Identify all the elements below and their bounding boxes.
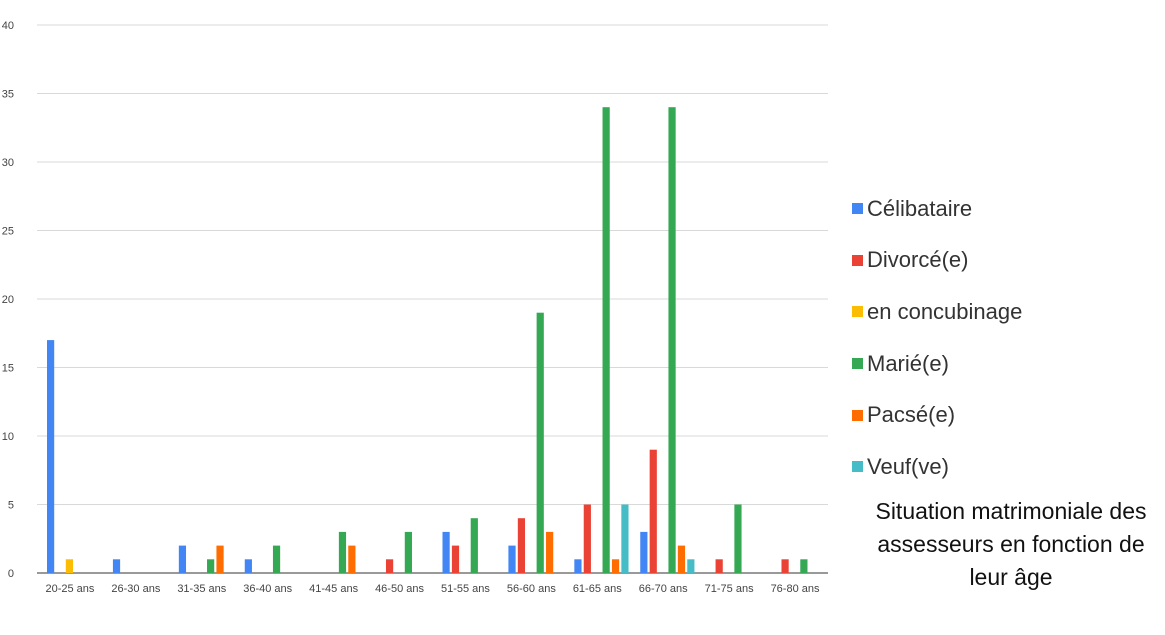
bar <box>65 559 73 573</box>
bars <box>47 107 808 573</box>
bar <box>621 504 629 573</box>
bar <box>640 531 648 573</box>
legend-swatch <box>852 306 863 318</box>
bar <box>687 559 695 573</box>
x-tick-label: 66-70 ans <box>639 583 688 595</box>
y-tick-label: 0 <box>8 568 14 580</box>
bar <box>546 531 554 573</box>
bar <box>611 559 620 573</box>
y-tick-label: 35 <box>2 89 14 101</box>
y-tick-label: 5 <box>8 500 14 512</box>
x-tick-label: 56-60 ans <box>507 583 556 595</box>
y-tick-label: 20 <box>2 294 14 306</box>
bar <box>668 107 676 573</box>
legend-item-divorce: Divorcé(e) <box>852 235 1022 287</box>
x-tick-label: 51-55 ans <box>441 583 490 595</box>
bar <box>47 340 55 573</box>
bar <box>451 545 460 573</box>
x-tick-label: 76-80 ans <box>771 583 820 595</box>
bar <box>536 312 544 573</box>
legend-swatch <box>852 254 863 266</box>
bar <box>574 559 582 573</box>
bar <box>112 559 121 573</box>
legend-label: en concubinage <box>867 298 1023 324</box>
x-tick-label: 31-35 ans <box>177 583 226 595</box>
bar <box>508 545 516 573</box>
x-tick-label: 61-65 ans <box>573 583 622 595</box>
legend-swatch <box>852 461 863 473</box>
y-tick-label: 40 <box>2 20 14 32</box>
legend-label: Marié(e) <box>867 350 949 376</box>
y-tick-label: 10 <box>2 431 14 443</box>
x-tick-label: 46-50 ans <box>375 583 424 595</box>
bar <box>715 559 723 573</box>
bar <box>244 559 252 573</box>
legend-swatch <box>852 409 863 421</box>
bar <box>517 518 526 573</box>
y-tick-label: 15 <box>2 363 14 375</box>
y-tick-label: 30 <box>2 157 14 169</box>
legend-label: Veuf(ve) <box>867 453 949 479</box>
bar <box>178 545 187 573</box>
x-axis-ticks: 20-25 ans 26-30 ans 31-35 ans 36-40 ans 41-4… <box>45 583 820 595</box>
bar <box>602 107 610 573</box>
y-tick-label: 25 <box>2 226 14 238</box>
bar-chart: 0 5 10 15 20 25 30 35 40 20-25 ans 26-30 ans 31-35… <box>2 20 828 595</box>
bar <box>649 449 657 573</box>
legend-item-concubinage: en concubinage <box>852 286 1022 338</box>
legend-swatch <box>852 203 863 215</box>
legend-item-marie: Marié(e) <box>852 338 1022 390</box>
bar <box>781 559 789 573</box>
gridlines <box>37 24 828 574</box>
legend-label: Célibataire <box>867 195 973 221</box>
chart-title: Situation matrimoniale des assesseurs en… <box>875 498 1147 590</box>
bar <box>677 545 686 573</box>
legend: Célibataire Divorcé(e) en concubinage Ma… <box>852 183 1022 493</box>
legend-label: Divorcé(e) <box>867 247 969 273</box>
bar <box>216 545 224 573</box>
legend-swatch <box>852 358 863 370</box>
bar <box>404 531 412 573</box>
bar <box>800 559 808 573</box>
bar <box>470 518 478 573</box>
x-tick-label: 20-25 ans <box>45 583 94 595</box>
x-tick-label: 36-40 ans <box>243 583 292 595</box>
legend-item-pacse: Pacsé(e) <box>852 389 1022 441</box>
bar <box>348 545 356 573</box>
x-tick-label: 71-75 ans <box>705 583 754 595</box>
bar <box>583 504 591 573</box>
bar <box>734 504 742 573</box>
x-tick-label: 26-30 ans <box>111 583 160 595</box>
bar <box>385 559 394 573</box>
y-axis-ticks: 0 5 10 15 20 25 30 35 40 <box>2 20 14 580</box>
bar <box>442 531 450 573</box>
legend-item-celibataire: Célibataire <box>852 183 1022 235</box>
x-tick-label: 41-45 ans <box>309 583 358 595</box>
legend-label: Pacsé(e) <box>867 402 956 428</box>
bar <box>207 559 215 573</box>
bar <box>272 545 281 573</box>
legend-item-veuf: Veuf(ve) <box>852 441 1022 493</box>
bar <box>338 531 347 573</box>
